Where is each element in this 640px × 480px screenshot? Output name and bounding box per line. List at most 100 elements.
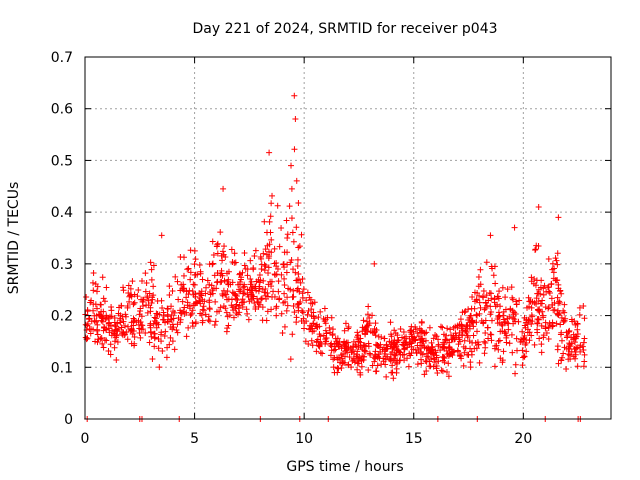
data-point xyxy=(363,323,370,330)
data-point xyxy=(543,330,550,337)
data-point xyxy=(195,297,202,304)
data-point xyxy=(117,312,124,319)
data-point xyxy=(83,293,90,300)
data-point xyxy=(317,349,324,356)
data-point xyxy=(192,320,199,327)
data-point xyxy=(294,256,301,263)
data-point xyxy=(296,243,303,250)
data-point xyxy=(338,355,345,362)
data-point xyxy=(241,283,248,290)
data-point xyxy=(438,367,445,374)
data-point xyxy=(221,277,228,284)
data-point xyxy=(206,261,213,268)
data-point xyxy=(521,353,528,360)
data-point xyxy=(319,350,326,357)
data-point xyxy=(474,328,481,335)
data-point xyxy=(164,306,171,313)
data-point xyxy=(410,336,417,343)
data-point xyxy=(457,316,464,323)
data-point xyxy=(532,246,539,253)
data-point xyxy=(563,365,570,372)
data-point xyxy=(207,291,214,298)
data-point xyxy=(236,270,243,277)
data-point xyxy=(298,231,305,238)
data-point xyxy=(386,338,393,345)
data-point xyxy=(354,360,361,367)
data-point xyxy=(505,320,512,327)
data-point xyxy=(526,303,533,310)
data-point xyxy=(209,238,216,245)
data-point xyxy=(577,348,584,355)
plot-frame xyxy=(84,56,612,420)
data-point xyxy=(565,351,572,358)
data-point xyxy=(484,324,491,331)
data-point xyxy=(271,271,278,278)
data-point xyxy=(295,276,302,283)
data-point xyxy=(558,329,565,336)
data-point xyxy=(90,301,97,308)
data-point xyxy=(490,272,497,279)
data-point xyxy=(265,255,272,262)
data-point xyxy=(519,347,526,354)
data-point xyxy=(248,284,255,291)
data-point xyxy=(570,331,577,338)
data-point xyxy=(442,336,449,343)
data-point xyxy=(214,240,221,247)
data-point xyxy=(349,358,356,364)
data-point xyxy=(374,362,381,369)
data-point xyxy=(88,297,95,304)
data-point xyxy=(233,309,240,316)
y-tick-label: 0.5 xyxy=(51,153,73,169)
data-point xyxy=(469,293,476,300)
data-point xyxy=(290,287,297,294)
data-point xyxy=(166,283,173,290)
data-point xyxy=(151,343,158,350)
data-point xyxy=(522,324,529,331)
data-point xyxy=(417,339,424,346)
data-point xyxy=(460,362,467,369)
data-point xyxy=(407,327,414,334)
data-point xyxy=(358,363,365,370)
data-point xyxy=(149,356,156,363)
data-point xyxy=(290,303,297,310)
data-point xyxy=(268,249,275,256)
data-point xyxy=(281,323,288,330)
data-point xyxy=(187,269,194,276)
data-point xyxy=(95,336,102,343)
data-point xyxy=(290,293,297,300)
data-point xyxy=(265,270,272,277)
data-point xyxy=(209,260,216,267)
data-point xyxy=(213,243,220,250)
data-point xyxy=(221,243,228,250)
data-point xyxy=(167,323,174,330)
data-point xyxy=(177,319,184,326)
data-point xyxy=(120,318,127,325)
data-point xyxy=(229,289,236,296)
data-point xyxy=(232,305,239,312)
data-point xyxy=(468,351,475,358)
data-point xyxy=(212,318,219,325)
data-point xyxy=(99,318,106,325)
data-point xyxy=(206,297,213,304)
data-point xyxy=(239,269,246,276)
data-point xyxy=(441,341,448,348)
data-point xyxy=(381,335,388,342)
data-point xyxy=(488,331,495,338)
data-point xyxy=(135,317,142,324)
data-point xyxy=(189,307,196,314)
data-point xyxy=(107,341,114,348)
data-point xyxy=(265,264,272,271)
data-point xyxy=(535,307,542,314)
data-point xyxy=(464,332,471,339)
data-point xyxy=(280,260,287,267)
data-point xyxy=(89,279,96,286)
data-point xyxy=(313,348,320,355)
data-point xyxy=(423,358,430,365)
data-point xyxy=(462,308,469,315)
data-point xyxy=(433,333,440,340)
data-point xyxy=(90,307,97,314)
data-point xyxy=(143,302,150,309)
data-point xyxy=(241,250,248,257)
data-point xyxy=(231,250,238,257)
data-point xyxy=(256,301,263,308)
